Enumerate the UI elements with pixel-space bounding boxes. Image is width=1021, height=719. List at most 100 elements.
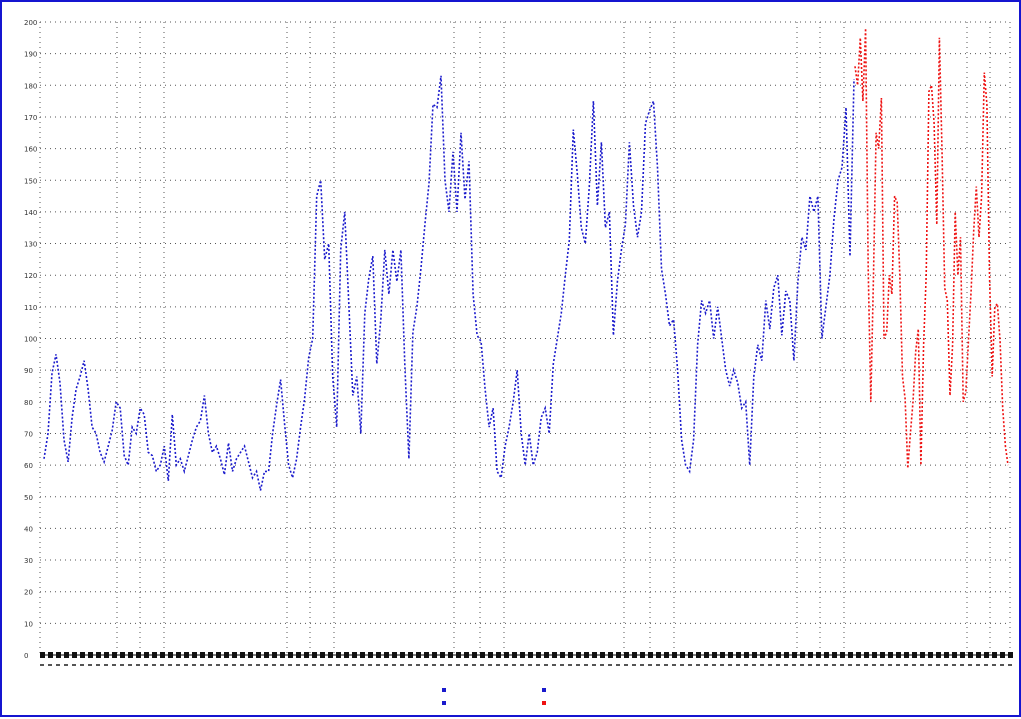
y-tick-label: 60 xyxy=(24,462,33,470)
x-tick-label xyxy=(840,664,844,666)
x-tick-label xyxy=(904,664,908,666)
x-tick-label xyxy=(440,664,444,666)
x-tick-mark xyxy=(312,652,317,658)
x-tick-mark xyxy=(968,652,973,658)
x-tick-mark xyxy=(848,652,853,658)
x-tick-mark xyxy=(256,652,261,658)
x-tick-label xyxy=(296,664,300,666)
x-tick-mark xyxy=(888,652,893,658)
x-tick-label xyxy=(800,664,804,666)
x-tick-mark xyxy=(1000,652,1005,658)
series-line-observed xyxy=(43,75,855,491)
x-tick-label xyxy=(720,664,724,666)
x-tick-label xyxy=(200,664,204,666)
x-tick-label xyxy=(496,664,500,666)
x-tick-label xyxy=(952,664,956,666)
x-tick-label xyxy=(208,664,212,666)
x-tick-mark xyxy=(408,652,413,658)
x-tick-label xyxy=(280,664,284,666)
x-tick-label xyxy=(696,664,700,666)
x-tick-label xyxy=(264,664,268,666)
x-tick-mark xyxy=(64,652,69,658)
x-tick-mark xyxy=(552,652,557,658)
x-tick-mark xyxy=(480,652,485,658)
x-tick-label xyxy=(304,664,308,666)
x-tick-mark xyxy=(184,652,189,658)
x-tick-label xyxy=(352,664,356,666)
x-tick-mark xyxy=(112,652,117,658)
x-tick-label xyxy=(56,664,60,666)
x-tick-label xyxy=(64,664,68,666)
x-tick-mark xyxy=(944,652,949,658)
x-tick-label xyxy=(192,664,196,666)
x-tick-mark xyxy=(832,652,837,658)
x-tick-label xyxy=(808,664,812,666)
x-tick-mark xyxy=(760,652,765,658)
x-tick-mark xyxy=(560,652,565,658)
x-tick-label xyxy=(344,664,348,666)
legend-marker xyxy=(442,701,446,705)
y-tick-label: 200 xyxy=(24,19,37,27)
x-tick-label xyxy=(72,664,76,666)
y-tick-label: 150 xyxy=(24,177,37,185)
x-tick-mark xyxy=(352,652,357,658)
x-tick-mark xyxy=(128,652,133,658)
x-tick-mark xyxy=(464,652,469,658)
x-tick-mark xyxy=(192,652,197,658)
x-tick-mark xyxy=(976,652,981,658)
x-tick-mark xyxy=(912,652,917,658)
x-tick-mark xyxy=(160,652,165,658)
x-tick-label xyxy=(232,664,236,666)
x-tick-mark xyxy=(920,652,925,658)
x-tick-mark xyxy=(896,652,901,658)
x-tick-mark xyxy=(720,652,725,658)
x-tick-mark xyxy=(448,652,453,658)
x-tick-mark xyxy=(56,652,61,658)
x-tick-mark xyxy=(488,652,493,658)
x-tick-mark xyxy=(400,652,405,658)
x-tick-mark xyxy=(440,652,445,658)
x-tick-label xyxy=(1008,664,1012,666)
x-tick-label xyxy=(464,664,468,666)
x-tick-mark xyxy=(528,652,533,658)
x-tick-label xyxy=(648,664,652,666)
x-tick-label xyxy=(448,664,452,666)
x-tick-label xyxy=(112,664,116,666)
x-tick-label xyxy=(976,664,980,666)
x-tick-mark xyxy=(992,652,997,658)
x-tick-mark xyxy=(904,652,909,658)
x-tick-mark xyxy=(744,652,749,658)
x-tick-mark xyxy=(472,652,477,658)
x-tick-mark xyxy=(328,652,333,658)
x-tick-mark xyxy=(952,652,957,658)
x-tick-label xyxy=(136,664,140,666)
x-tick-mark xyxy=(384,652,389,658)
x-tick-mark xyxy=(792,652,797,658)
x-tick-mark xyxy=(280,652,285,658)
x-tick-label xyxy=(544,664,548,666)
x-tick-mark xyxy=(584,652,589,658)
x-tick-label xyxy=(960,664,964,666)
x-tick-label xyxy=(144,664,148,666)
x-tick-label xyxy=(152,664,156,666)
x-tick-label xyxy=(656,664,660,666)
x-tick-mark xyxy=(600,652,605,658)
x-tick-label xyxy=(632,664,636,666)
x-tick-mark xyxy=(672,652,677,658)
x-tick-label xyxy=(48,664,52,666)
y-tick-label: 0 xyxy=(24,652,28,660)
x-tick-label xyxy=(968,664,972,666)
x-tick-mark xyxy=(800,652,805,658)
y-tick-label: 140 xyxy=(24,209,37,217)
x-tick-mark xyxy=(632,652,637,658)
x-tick-mark xyxy=(336,652,341,658)
x-tick-label xyxy=(160,664,164,666)
x-tick-label xyxy=(760,664,764,666)
x-tick-mark xyxy=(864,652,869,658)
x-tick-label xyxy=(104,664,108,666)
x-tick-mark xyxy=(824,652,829,658)
x-tick-mark xyxy=(576,652,581,658)
x-tick-label xyxy=(360,664,364,666)
x-tick-label xyxy=(504,664,508,666)
